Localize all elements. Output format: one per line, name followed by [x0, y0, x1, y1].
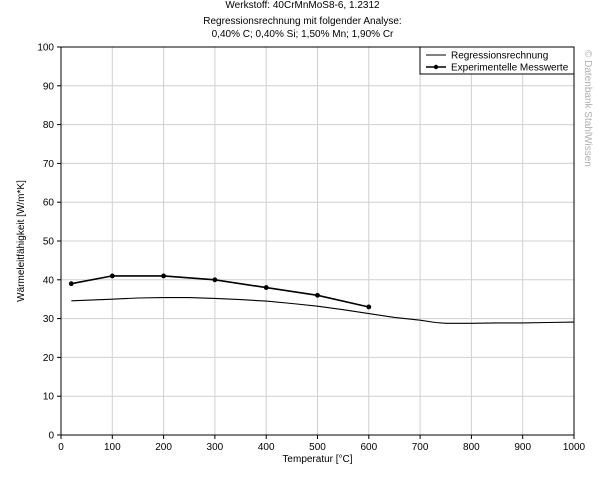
y-tick-label: 80 — [43, 120, 55, 131]
chart-subtitle: Regressionsrechnung mit folgender Analys… — [203, 16, 402, 27]
y-tick-label: 10 — [43, 392, 55, 403]
y-tick-label: 50 — [43, 237, 55, 248]
x-tick-label: 700 — [412, 442, 429, 453]
data-point — [212, 277, 218, 283]
watermark: © Datenbank StahlWissen — [582, 50, 593, 167]
legend-entry-label: Experimentelle Messwerte — [451, 63, 569, 74]
y-tick-label: 100 — [37, 43, 54, 54]
y-tick-label: 0 — [48, 431, 54, 442]
series-line-1 — [71, 297, 575, 324]
y-tick-label: 60 — [43, 198, 55, 209]
y-tick-label: 70 — [43, 159, 55, 170]
y-tick-label: 40 — [43, 275, 55, 286]
series-line-2 — [71, 275, 369, 308]
legend-box — [419, 46, 575, 75]
data-point — [366, 304, 372, 310]
x-tick-label: 500 — [309, 442, 326, 453]
series-group — [68, 273, 575, 324]
x-tick-label: 600 — [360, 442, 377, 453]
x-tick-label: 400 — [258, 442, 275, 453]
data-point — [68, 281, 74, 287]
x-tick-label: 0 — [58, 442, 64, 453]
data-point — [109, 273, 115, 279]
grid-lines — [61, 47, 574, 435]
x-tick-label: 100 — [104, 442, 121, 453]
x-tick-label: 1000 — [563, 442, 586, 453]
data-point — [161, 273, 167, 279]
y-tick-label: 90 — [43, 81, 55, 92]
data-point — [263, 285, 269, 290]
legend-marker — [433, 64, 439, 70]
legend-entry-label: Regressionsrechnung — [451, 51, 548, 62]
x-axis-label: Temperatur [°C] — [282, 454, 352, 465]
data-point — [315, 292, 320, 298]
x-tick-label: 900 — [514, 442, 531, 453]
x-tick-label: 800 — [463, 442, 480, 453]
chart-analysis: 0,40% C; 0,40% Si; 1,50% Mn; 1,90% Cr — [211, 29, 394, 40]
y-tick-label: 20 — [43, 353, 55, 364]
y-axis-label: Wärmeleitfähigkeit [W/m*K] — [16, 180, 27, 302]
y-tick-label: 30 — [43, 314, 55, 325]
chart-title: Werkstoff: 40CrMnMoS8-6, 1.2312 — [225, 0, 380, 11]
x-tick-label: 200 — [155, 442, 172, 453]
x-tick-label: 300 — [207, 442, 224, 453]
